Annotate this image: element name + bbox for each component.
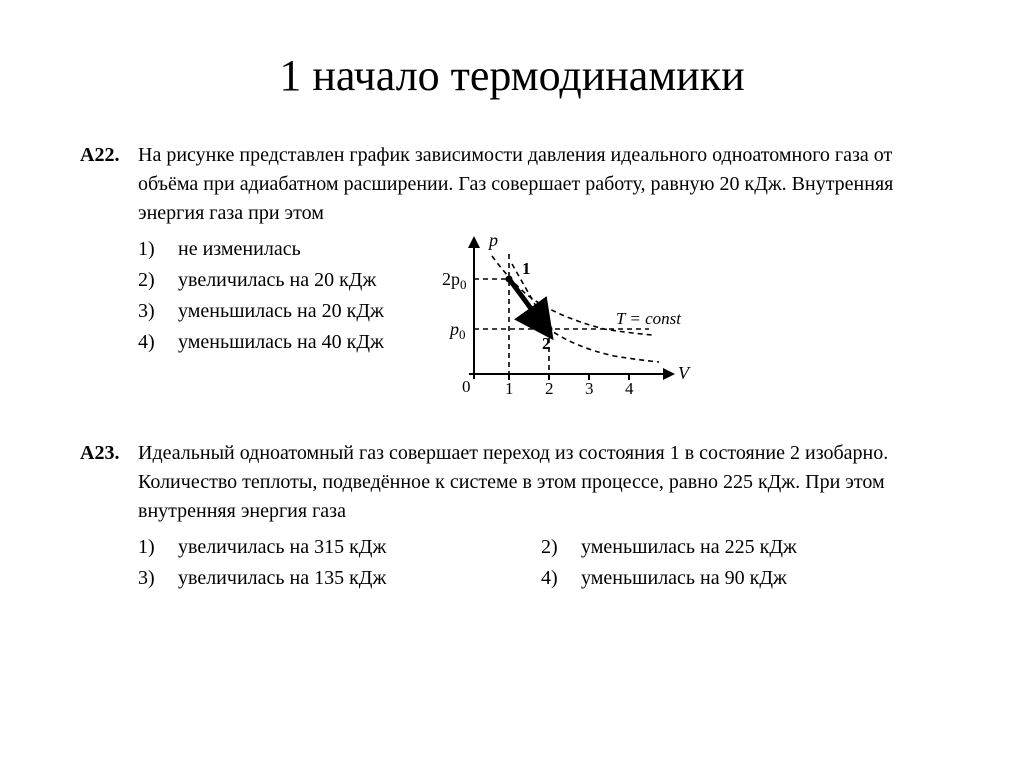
x-tick-2: 2 [545, 379, 554, 398]
answer-text: уменьшилась на 20 кДж [178, 296, 384, 327]
a22-answer-4: 4) уменьшилась на 40 кДж [138, 327, 384, 358]
page-title: 1 начало термодинамики [80, 50, 944, 101]
origin-label: 0 [462, 377, 471, 396]
problem-a23: А23. Идеальный одноатомный газ совершает… [80, 439, 944, 594]
pv-chart: p V 2p0 p0 0 1 2 3 4 [434, 234, 714, 413]
a22-answers: 1) не изменилась 2) увеличилась на 20 кД… [138, 234, 384, 358]
problem-a23-content: Идеальный одноатомный газ совершает пере… [138, 439, 944, 594]
x-tick-3: 3 [585, 379, 594, 398]
problem-a23-label: А23. [80, 439, 138, 468]
a22-answers-and-chart: 1) не изменилась 2) увеличилась на 20 кД… [138, 234, 944, 413]
answer-num: 4) [541, 563, 581, 594]
answer-text: увеличилась на 135 кДж [178, 563, 386, 594]
answer-text: не изменилась [178, 234, 301, 265]
x-axis-label: V [678, 363, 691, 383]
page: 1 начало термодинамики А22. На рисунке п… [0, 0, 1024, 650]
point-1 [505, 276, 512, 283]
answer-num: 1) [138, 532, 178, 563]
const-label: T = const [616, 309, 682, 328]
answer-num: 4) [138, 327, 178, 358]
a22-answer-2: 2) увеличилась на 20 кДж [138, 265, 384, 296]
a23-answer-1: 1) увеличилась на 315 кДж [138, 532, 541, 563]
answer-num: 1) [138, 234, 178, 265]
answer-num: 2) [138, 265, 178, 296]
x-tick-4: 4 [625, 379, 634, 398]
a23-answers: 1) увеличилась на 315 кДж 2) уменьшилась… [138, 532, 944, 594]
problem-a22-content: На рисунке представлен график зависимост… [138, 141, 944, 413]
answer-text: уменьшилась на 90 кДж [581, 563, 787, 594]
problem-a22-label: А22. [80, 141, 138, 170]
a22-answer-3: 3) уменьшилась на 20 кДж [138, 296, 384, 327]
answer-num: 2) [541, 532, 581, 563]
point-2-label: 2 [542, 334, 551, 353]
y-axis-label: p [487, 234, 498, 250]
a23-answer-2: 2) уменьшилась на 225 кДж [541, 532, 944, 563]
problem-a23-text: Идеальный одноатомный газ совершает пере… [138, 439, 944, 526]
y-tick-p0: p0 [448, 319, 466, 342]
a23-answer-3: 3) увеличилась на 135 кДж [138, 563, 541, 594]
problem-a22: А22. На рисунке представлен график завис… [80, 141, 944, 413]
problem-a23-body: А23. Идеальный одноатомный газ совершает… [80, 439, 944, 594]
a23-answer-4: 4) уменьшилась на 90 кДж [541, 563, 944, 594]
x-tick-1: 1 [505, 379, 514, 398]
a22-answer-1: 1) не изменилась [138, 234, 384, 265]
answer-text: уменьшилась на 40 кДж [178, 327, 384, 358]
answer-num: 3) [138, 563, 178, 594]
answer-text: увеличилась на 20 кДж [178, 265, 376, 296]
answer-num: 3) [138, 296, 178, 327]
problem-a22-body: А22. На рисунке представлен график завис… [80, 141, 944, 413]
y-tick-2p0: 2p0 [442, 269, 467, 292]
pv-chart-svg: p V 2p0 p0 0 1 2 3 4 [434, 234, 714, 404]
problem-a22-text: На рисунке представлен график зависимост… [138, 141, 944, 228]
point-1-label: 1 [522, 259, 531, 278]
answer-text: увеличилась на 315 кДж [178, 532, 386, 563]
point-2 [545, 326, 552, 333]
answer-text: уменьшилась на 225 кДж [581, 532, 797, 563]
